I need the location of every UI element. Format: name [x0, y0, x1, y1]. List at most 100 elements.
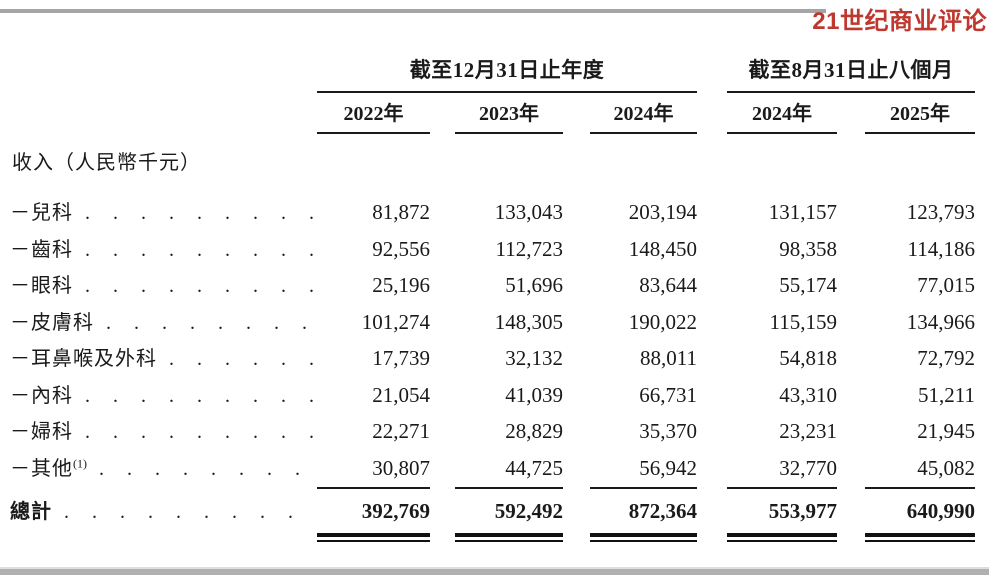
dot-leader: . . . . . . . . . . . . . .	[85, 238, 317, 261]
value-cell: 32,132	[505, 346, 563, 370]
row-label-text: －其他	[10, 457, 73, 480]
column-header-2024-8m: 2024年	[727, 93, 837, 134]
value-cell: 190,022	[628, 309, 697, 334]
dot-leader: . . . . . . . . . . . .	[99, 457, 317, 480]
value-cell: 22,271	[372, 419, 430, 443]
value-cell: 133,043	[494, 200, 563, 224]
row-label: －兒科	[10, 202, 73, 224]
value-cell: 23,231	[779, 419, 837, 443]
dot-leader: . . . . . . . . . . . . . .	[85, 421, 317, 443]
value-cell: 25,196	[372, 273, 430, 297]
row-label-cell: －婦科 . . . . . . . . . . . . . .	[8, 414, 317, 451]
section-header-revenue: 收入（人民幣千元）	[12, 152, 201, 174]
row-label-cell: －兒科 . . . . . . . . . . . . . .	[8, 195, 317, 232]
table-row-pediatrics: －兒科 . . . . . . . . . . . . . . 81,872 1…	[8, 194, 975, 231]
column-group-header-row: 截至12月31日止年度 截至8月31日止八個月	[8, 52, 975, 93]
year-header-row: 2022年 2023年 2024年 2024年 2025年	[8, 93, 975, 134]
dot-leader: . . . . . . . . . . . . . . .	[64, 501, 317, 523]
header-spacer	[8, 93, 317, 134]
total-value-cell: 872,364	[628, 499, 697, 523]
group-gap	[697, 52, 727, 93]
row-label-cell: 總計 . . . . . . . . . . . . . . .	[8, 499, 317, 526]
table-row-ophthalmology: －眼科 . . . . . . . . . . . . . . 25,196 5…	[8, 267, 975, 304]
row-label-cell: －眼科 . . . . . . . . . . . . . .	[8, 268, 317, 305]
column-header-2025-8m: 2025年	[865, 93, 975, 134]
value-cell: 55,174	[779, 273, 837, 297]
dot-leader: . . . . . . . . . . . . . .	[85, 384, 317, 407]
column-header-2024: 2024年	[590, 93, 697, 134]
rule-spacer	[8, 487, 317, 489]
table-row-dental: －齒科 . . . . . . . . . . . . . . 92,556 1…	[8, 231, 975, 268]
total-value-cell: 592,492	[494, 499, 563, 523]
column-rule	[865, 487, 975, 489]
footnote-marker: (1)	[73, 455, 87, 470]
value-cell: 51,211	[918, 382, 975, 407]
double-rule	[727, 533, 837, 542]
value-cell: 203,194	[628, 200, 697, 224]
value-cell: 148,450	[628, 236, 697, 261]
value-cell: 81,872	[372, 200, 430, 224]
double-rule	[317, 533, 430, 542]
subtotal-rule-row	[8, 487, 975, 489]
value-cell: 148,305	[494, 309, 563, 334]
value-cell: 101,274	[361, 309, 430, 334]
value-cell: 44,725	[505, 455, 563, 480]
row-label-cell: －耳鼻喉及外科 . . . . . . .	[8, 341, 317, 378]
bottom-edge-band	[0, 567, 989, 575]
row-label-cell: －其他(1) . . . . . . . . . . . .	[8, 451, 317, 488]
revenue-table: 截至12月31日止年度 截至8月31日止八個月 2022年 2023年 2024…	[8, 52, 975, 542]
total-label: 總計	[10, 501, 52, 523]
column-rule	[727, 487, 837, 489]
value-cell: 54,818	[779, 346, 837, 370]
table-row-ent-surgery: －耳鼻喉及外科 . . . . . . . 17,739 32,132 88,0…	[8, 340, 975, 377]
value-cell: 112,723	[495, 236, 563, 261]
value-cell: 115,159	[769, 309, 837, 334]
value-cell: 88,011	[640, 346, 697, 370]
row-label: －眼科	[10, 275, 73, 297]
total-value-cell: 553,977	[768, 499, 837, 523]
total-value-cell: 392,769	[361, 499, 430, 523]
dot-leader: . . . . . . . . . . . .	[106, 311, 317, 334]
table-row-gynecology: －婦科 . . . . . . . . . . . . . . 22,271 2…	[8, 413, 975, 450]
double-rule	[455, 533, 563, 542]
double-rule	[590, 533, 697, 542]
value-cell: 134,966	[906, 309, 975, 334]
column-group-eight-months: 截至8月31日止八個月	[727, 52, 975, 93]
value-cell: 83,644	[639, 273, 697, 297]
table-row-others: －其他(1) . . . . . . . . . . . . 30,807 44…	[8, 450, 975, 487]
value-cell: 72,792	[917, 346, 975, 370]
row-label: －齒科	[10, 238, 73, 261]
table-row-total: 總計 . . . . . . . . . . . . . . . 392,769…	[8, 489, 975, 526]
column-header-2022: 2022年	[317, 93, 430, 134]
table-body: －兒科 . . . . . . . . . . . . . . 81,872 1…	[8, 194, 975, 486]
value-cell: 123,793	[906, 200, 975, 224]
row-label: －婦科	[10, 421, 73, 443]
row-label-cell: －皮膚科 . . . . . . . . . . . .	[8, 305, 317, 342]
row-label: －其他(1)	[8, 451, 87, 488]
brand-logo: 21世纪商业评论	[812, 8, 987, 35]
value-cell: 51,696	[505, 273, 563, 297]
value-cell: 114,186	[907, 236, 975, 261]
value-cell: 41,039	[505, 382, 563, 407]
row-label: －內科	[10, 384, 73, 407]
value-cell: 30,807	[372, 455, 430, 480]
total-value-cell: 640,990	[906, 499, 975, 523]
column-rule	[317, 487, 430, 489]
value-cell: 77,015	[917, 273, 975, 297]
dot-leader: . . . . . . . . . . . . . .	[85, 202, 317, 224]
value-cell: 43,310	[779, 382, 837, 407]
dot-leader: . . . . . . . . . . . . . .	[85, 275, 317, 297]
value-cell: 131,157	[768, 200, 837, 224]
table-row-internal-medicine: －內科 . . . . . . . . . . . . . . 21,054 4…	[8, 377, 975, 414]
column-group-year-ended: 截至12月31日止年度	[317, 52, 697, 93]
table-row-dermatology: －皮膚科 . . . . . . . . . . . . 101,274 148…	[8, 304, 975, 341]
value-cell: 32,770	[779, 455, 837, 480]
double-rule	[865, 533, 975, 542]
row-label-cell: －內科 . . . . . . . . . . . . . .	[8, 378, 317, 415]
value-cell: 17,739	[372, 346, 430, 370]
column-rule	[590, 487, 697, 489]
dot-leader: . . . . . . .	[169, 348, 317, 370]
value-cell: 92,556	[372, 236, 430, 261]
value-cell: 45,082	[917, 455, 975, 480]
